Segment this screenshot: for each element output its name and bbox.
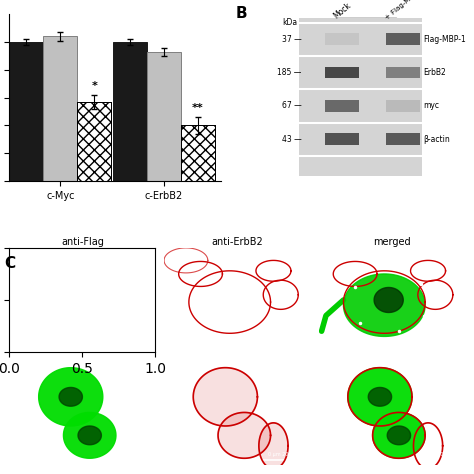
Bar <box>147 52 181 181</box>
FancyBboxPatch shape <box>325 67 359 78</box>
Polygon shape <box>348 368 412 426</box>
FancyBboxPatch shape <box>386 67 420 78</box>
Text: 37 —: 37 — <box>282 35 301 44</box>
FancyBboxPatch shape <box>386 100 420 112</box>
Text: + Flag-M...: + Flag-M... <box>384 0 418 21</box>
Text: β-actin: β-actin <box>423 135 450 144</box>
Text: 0 μm 20: 0 μm 20 <box>268 452 289 457</box>
Bar <box>113 42 147 181</box>
Title: anti-ErbB2: anti-ErbB2 <box>211 237 263 247</box>
Text: a: a <box>15 253 22 263</box>
Title: anti-Flag: anti-Flag <box>61 237 104 247</box>
Polygon shape <box>368 387 392 406</box>
Polygon shape <box>218 412 271 458</box>
Polygon shape <box>373 412 425 458</box>
Polygon shape <box>39 368 103 426</box>
Text: e: e <box>170 365 176 375</box>
Polygon shape <box>65 288 94 312</box>
Text: f: f <box>325 365 329 375</box>
Text: b: b <box>170 253 177 263</box>
Text: 43 —: 43 — <box>282 135 301 144</box>
FancyBboxPatch shape <box>325 100 359 112</box>
Polygon shape <box>59 387 82 406</box>
Text: d: d <box>15 365 22 375</box>
FancyBboxPatch shape <box>386 33 420 45</box>
FancyBboxPatch shape <box>386 133 420 145</box>
Bar <box>44 36 77 181</box>
Text: c: c <box>325 253 330 263</box>
Text: 0 μm 20: 0 μm 20 <box>268 340 289 345</box>
Polygon shape <box>64 412 116 458</box>
Bar <box>181 125 215 181</box>
FancyBboxPatch shape <box>300 18 422 176</box>
FancyBboxPatch shape <box>325 133 359 145</box>
Text: ErbB2: ErbB2 <box>423 68 446 77</box>
Text: kDa: kDa <box>282 18 297 27</box>
Legend: Control, Mock, Flag-MBP-1: Control, Mock, Flag-MBP-1 <box>336 18 397 56</box>
Polygon shape <box>78 426 101 445</box>
Text: 67 —: 67 — <box>282 101 301 110</box>
Polygon shape <box>34 274 116 337</box>
Text: B: B <box>236 6 247 21</box>
Text: C: C <box>5 256 16 271</box>
Text: 0 μm 20: 0 μm 20 <box>423 452 443 457</box>
Text: Flag-MBP-1: Flag-MBP-1 <box>423 35 466 44</box>
Polygon shape <box>259 423 288 469</box>
FancyBboxPatch shape <box>325 33 359 45</box>
Polygon shape <box>387 426 410 445</box>
Text: myc: myc <box>423 101 439 110</box>
Bar <box>77 102 111 181</box>
Bar <box>77 102 111 181</box>
Bar <box>9 42 44 181</box>
Polygon shape <box>193 368 257 426</box>
Title: merged: merged <box>373 237 410 247</box>
Polygon shape <box>374 288 403 312</box>
Bar <box>181 125 215 181</box>
Text: 185 —: 185 — <box>277 68 301 77</box>
Text: *: * <box>91 81 97 91</box>
Text: Mock: Mock <box>331 1 352 21</box>
Text: 0 μm 20: 0 μm 20 <box>114 452 134 457</box>
Text: 0 μm 20: 0 μm 20 <box>114 340 134 345</box>
Polygon shape <box>344 274 425 337</box>
Text: **: ** <box>192 103 204 113</box>
Text: 0 μm 20: 0 μm 20 <box>423 340 443 345</box>
